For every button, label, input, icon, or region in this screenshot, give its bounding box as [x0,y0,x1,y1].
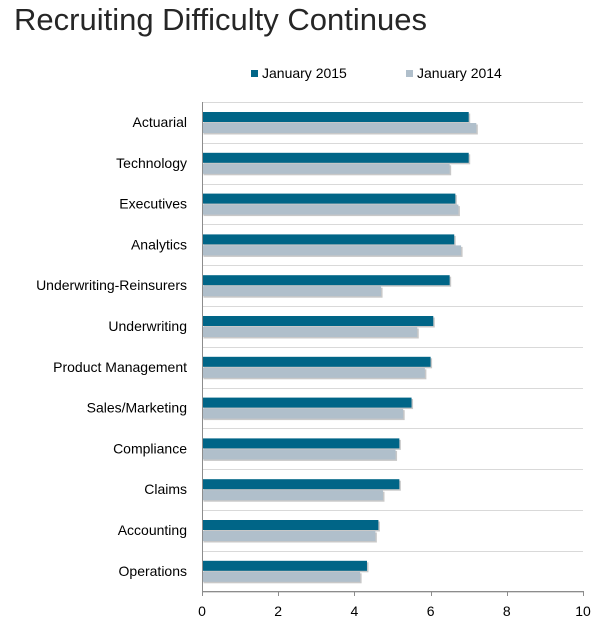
legend-label-2015: January 2015 [262,65,347,81]
category-label: Sales/Marketing [87,400,187,416]
bar-2015-product-management [202,356,431,367]
legend: January 2015 January 2014 [251,65,502,81]
legend-swatch-2014 [406,70,413,77]
tick-labels: 0 2 4 6 8 10 [198,603,591,619]
category-label: Underwriting-Reinsurers [36,277,187,293]
bar-2014-operations [202,571,361,582]
category-label: Compliance [113,440,187,456]
bar-2015-claims [202,479,400,490]
category-label: Analytics [131,236,187,252]
chart-title: Recruiting Difficulty Continues [14,2,427,37]
bar-2014-analytics [202,245,462,256]
bar-2014-executives [202,204,459,215]
x-tick-label: 10 [575,603,591,619]
category-labels: Actuarial Technology Executives Analytics Un… [36,114,187,579]
category-label: Executives [119,196,187,212]
legend-label-2014: January 2014 [417,65,502,81]
bar-2015-underwriting [202,316,434,326]
bar-2014-sales-marketing [202,408,404,419]
bar-2014-claims [202,490,383,501]
x-tick-label: 4 [351,603,359,619]
bar-2014-product-management [202,367,425,378]
x-tick-label: 0 [198,603,206,619]
gridlines [202,102,583,593]
axes [202,102,584,596]
legend-swatch-2015 [251,70,258,77]
category-label: Actuarial [133,114,187,130]
bar-2015-analytics [202,234,455,245]
bar-2015-operations [202,560,367,571]
bar-2015-sales-marketing [202,397,412,408]
category-label: Operations [119,563,187,579]
bar-2015-actuarial [202,112,469,122]
category-label: Product Management [53,359,187,375]
category-label: Claims [144,481,187,497]
bars [202,112,478,584]
bar-2015-accounting [202,520,379,530]
x-tick-label: 6 [427,603,435,619]
bar-2014-technology [202,163,450,174]
x-tick-label: 8 [503,603,511,619]
bar-2014-accounting [202,531,376,541]
bar-2015-technology [202,152,469,163]
category-label: Accounting [118,522,187,538]
x-tick-label: 2 [274,603,282,619]
bar-2015-underwriting-reinsurers [202,275,450,286]
bar-2015-executives [202,193,456,204]
bar-2015-compliance [202,438,400,449]
bar-2014-underwriting-reinsurers [202,286,382,297]
bar-2014-compliance [202,449,396,460]
category-label: Technology [116,155,187,171]
bar-2014-underwriting [202,327,418,337]
bar-2014-actuarial [202,123,477,133]
category-label: Underwriting [108,318,187,334]
